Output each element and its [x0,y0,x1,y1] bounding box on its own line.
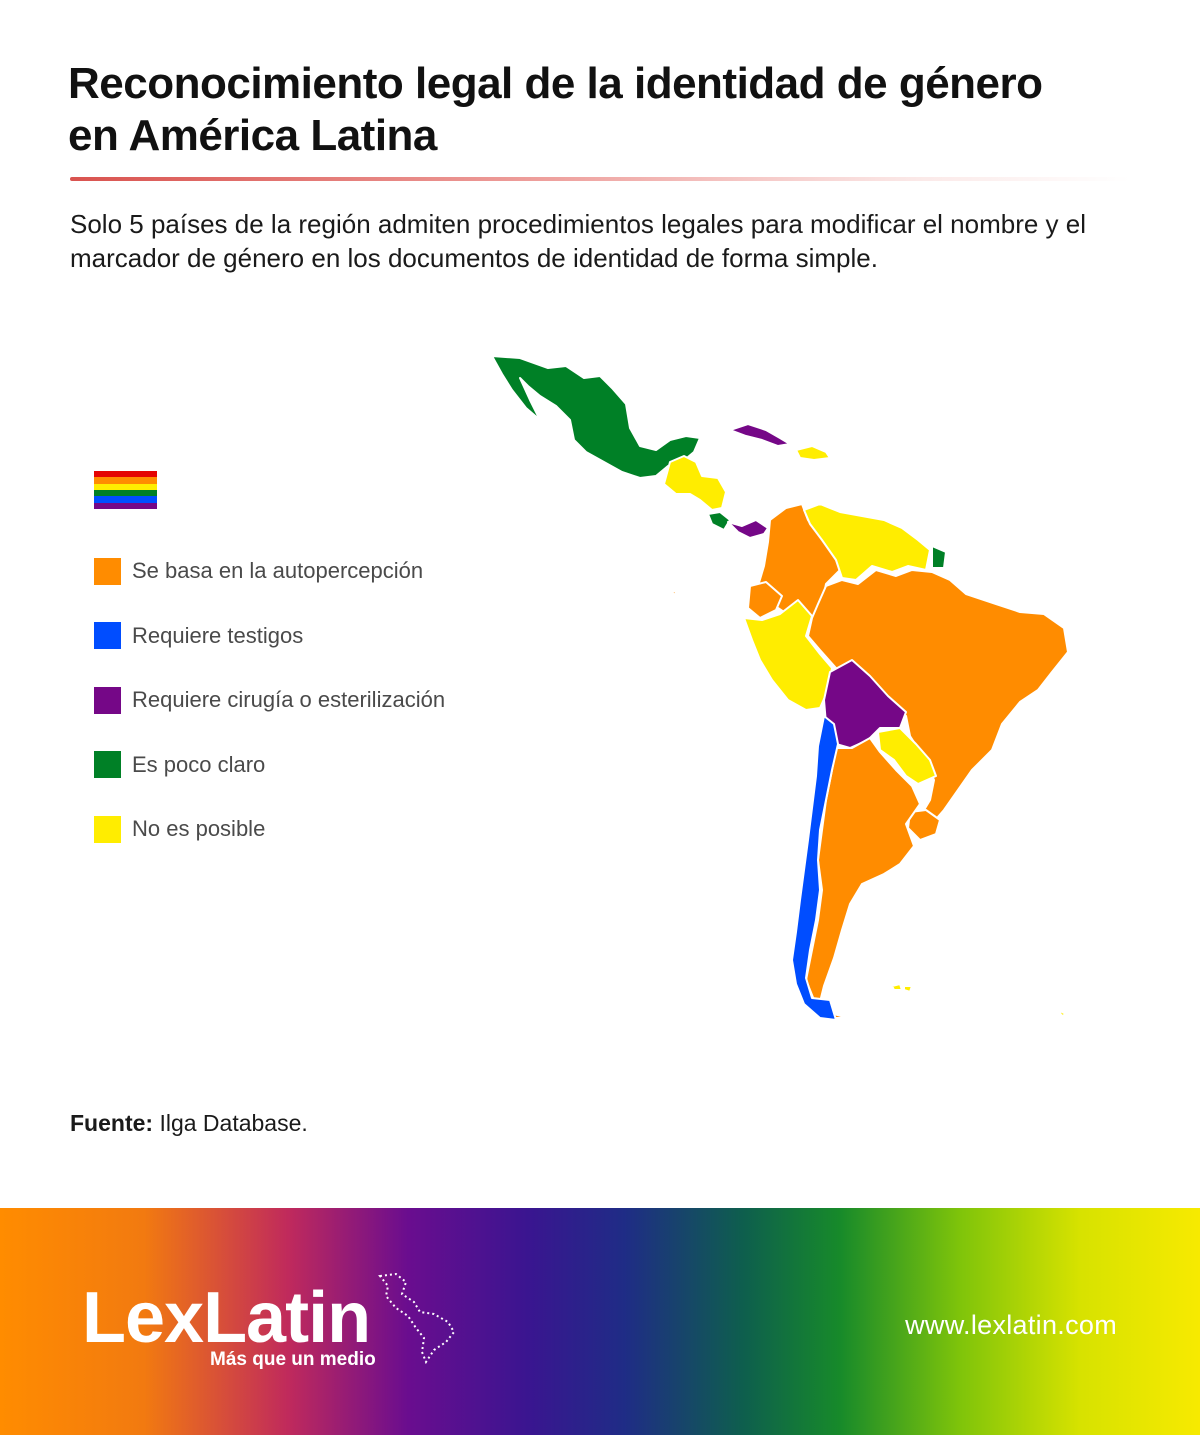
flag-stripe-violet [94,502,157,509]
legend-label: Requiere cirugía o esterilización [132,687,446,712]
flag-stripe-orange [94,477,157,484]
country-argentina [805,737,921,1019]
country-panama [727,519,769,539]
legend-swatch [94,686,121,714]
page-title: Reconocimiento legal de la identidad de … [68,59,1043,160]
legend-item-no-posible: No es posible [94,814,445,844]
country-mexico [491,355,701,479]
legend-item-autopercepcion: Se basa en la autopercepción [94,556,445,586]
country-central-america-north [663,455,727,511]
country-ecuador [747,581,783,619]
country-french-guiana [931,545,947,569]
latin-america-map [491,355,1069,1021]
country-falklands [891,983,913,993]
country-chile [791,715,839,1021]
legend-swatch [94,622,121,649]
page-subtitle: Solo 5 países de la región admiten proce… [70,209,1087,273]
legend-label: Es poco claro [132,751,266,777]
legend-label: Se basa en la autopercepción [132,558,424,583]
legend-item-cirugia: Requiere cirugía o esterilización [94,685,445,715]
source-note: Fuente: Ilga Database. [70,1110,308,1137]
country-paraguay [877,727,937,785]
legend-swatch [94,751,121,778]
legend-label: Requiere testigos [132,622,304,648]
country-costa-rica [707,511,731,531]
island-galapagos [671,589,677,597]
map-legend: Se basa en la autopercepción Requiere te… [94,556,445,879]
country-cuba [729,423,791,447]
source-label: Fuente: [70,1110,154,1136]
title-divider [70,177,1130,181]
legend-label: No es posible [132,816,266,841]
flag-stripe-blue [94,496,157,503]
legend-item-testigos: Requiere testigos [94,621,445,651]
flag-stripe-yellow [94,483,157,490]
brand-logo[interactable]: LexLatin [82,1278,371,1358]
legend-item-poco-claro: Es poco claro [94,750,445,780]
island-south-georgia [1057,1009,1067,1017]
flag-stripe-green [94,489,157,497]
legend-swatch [94,815,121,843]
americas-dots-icon [378,1272,456,1364]
pride-flag-icon [94,471,157,509]
source-text: Ilga Database. [153,1110,308,1136]
footer-banner [0,1208,1200,1435]
country-venezuela-guyanas [803,503,931,581]
flag-stripe-red [94,471,157,478]
legend-swatch [94,557,121,585]
brand-tagline: Más que un medio [210,1349,376,1370]
country-hispaniola [795,445,831,461]
website-link[interactable]: www.lexlatin.com [905,1310,1117,1340]
